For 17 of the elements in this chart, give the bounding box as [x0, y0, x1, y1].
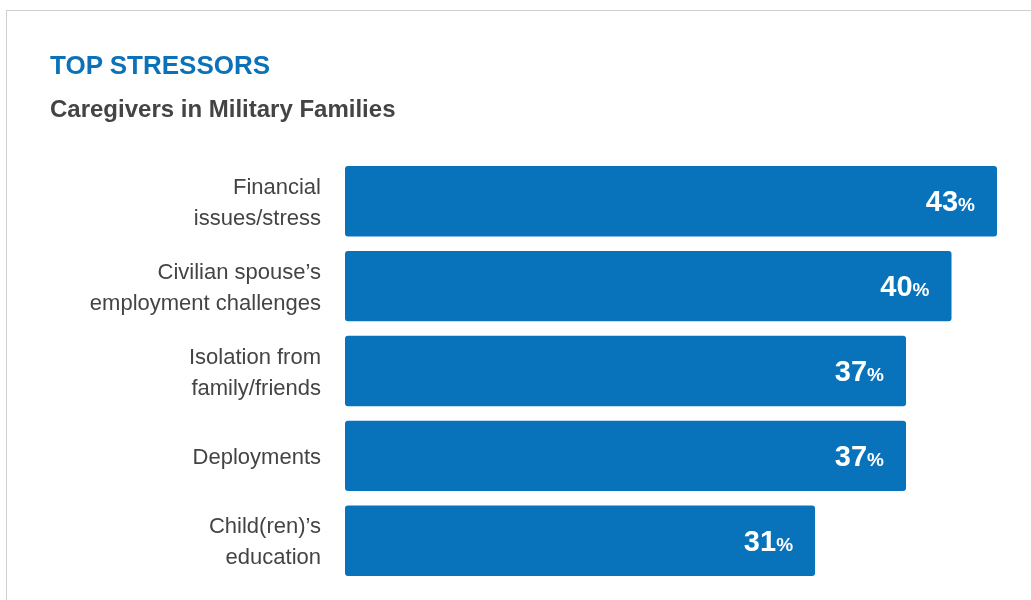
data-label: 43%	[925, 185, 976, 218]
bar	[345, 505, 816, 576]
bar	[345, 166, 997, 237]
y-tick-label: Financial issues/stress	[193, 173, 321, 230]
bar	[345, 335, 907, 407]
y-tick-label: Deployments	[192, 443, 321, 469]
y-tick-label: Isolation from family/friends	[188, 343, 321, 400]
bar	[345, 420, 907, 492]
y-tick-label: Child(ren)’s education	[208, 513, 321, 570]
y-tick-label: Civilian spouse’s employment challenges	[89, 258, 321, 315]
data-label: 37%	[834, 439, 885, 472]
data-label: 31%	[743, 524, 794, 557]
chart-title: TOP STRESSORS	[50, 50, 271, 80]
chart-subtitle: Caregivers in Military Families	[50, 95, 396, 122]
bar	[345, 250, 952, 322]
data-label: 37%	[834, 355, 885, 387]
data-label: 40%	[880, 270, 930, 303]
